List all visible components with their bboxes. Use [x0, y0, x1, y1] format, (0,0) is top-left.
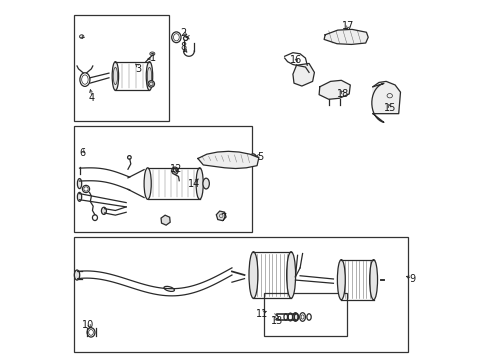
Text: 14: 14: [188, 179, 200, 189]
Ellipse shape: [203, 178, 209, 189]
Bar: [74, 237, 407, 352]
Ellipse shape: [286, 252, 295, 298]
Ellipse shape: [146, 62, 152, 90]
Text: 13: 13: [271, 316, 283, 325]
Ellipse shape: [369, 260, 377, 300]
Ellipse shape: [171, 167, 178, 174]
Text: 9: 9: [408, 274, 414, 284]
Ellipse shape: [74, 270, 80, 280]
Text: 5: 5: [257, 152, 263, 162]
Ellipse shape: [112, 62, 119, 90]
Text: 16: 16: [290, 55, 302, 65]
Text: 12: 12: [170, 164, 182, 174]
Polygon shape: [324, 30, 367, 44]
Ellipse shape: [144, 168, 151, 199]
Bar: [74, 126, 251, 232]
Text: 7: 7: [220, 213, 225, 222]
Bar: [74, 15, 169, 121]
Ellipse shape: [248, 252, 258, 298]
Polygon shape: [319, 80, 349, 99]
Ellipse shape: [77, 179, 81, 189]
Ellipse shape: [149, 52, 155, 55]
Ellipse shape: [77, 192, 81, 201]
Polygon shape: [198, 151, 258, 168]
Text: 17: 17: [342, 21, 354, 31]
Ellipse shape: [101, 207, 106, 215]
Text: 2: 2: [180, 28, 186, 38]
Ellipse shape: [147, 67, 151, 85]
Polygon shape: [372, 81, 400, 114]
Ellipse shape: [196, 168, 203, 199]
Text: 10: 10: [82, 320, 95, 330]
Ellipse shape: [148, 81, 154, 87]
Text: 6: 6: [79, 148, 85, 158]
Ellipse shape: [294, 314, 298, 320]
Text: 18: 18: [336, 89, 348, 99]
Ellipse shape: [113, 67, 117, 85]
Text: 15: 15: [383, 103, 395, 113]
Text: 11: 11: [255, 310, 267, 319]
Polygon shape: [371, 84, 383, 122]
Ellipse shape: [337, 260, 345, 300]
Text: 1: 1: [150, 53, 156, 63]
Polygon shape: [292, 63, 314, 86]
Text: 3: 3: [135, 64, 142, 74]
Ellipse shape: [250, 154, 255, 159]
Ellipse shape: [80, 35, 83, 39]
Text: 8: 8: [180, 42, 186, 52]
Text: 4: 4: [89, 93, 95, 103]
Bar: [264, 293, 346, 336]
